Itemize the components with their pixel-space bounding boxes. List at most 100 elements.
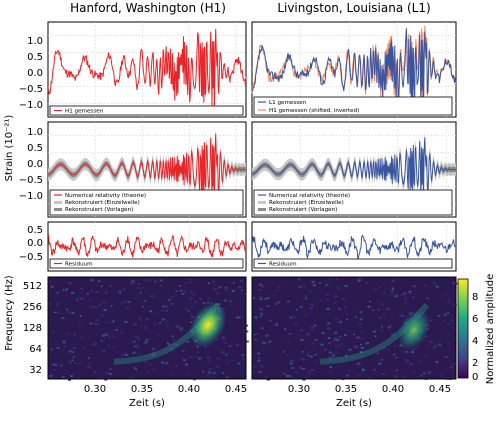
spectrogram-noise-cell (401, 350, 405, 353)
spectrogram-noise-cell (377, 308, 381, 311)
spectrogram-noise-cell (68, 379, 71, 381)
legend-label-nr-l1: Numerical relativity (theorie) (269, 193, 350, 199)
spectrogram-noise-cell (394, 356, 398, 359)
spectrogram-noise-cell (387, 326, 391, 329)
freq-y-ticks: 512 256 128 64 32 (23, 281, 42, 376)
legend-label-recon-template-h1: Rekonstruiert (Vorlagen) (65, 207, 133, 213)
spectrogram-noise-cell (374, 288, 377, 291)
spectrogram-noise-cell (337, 322, 341, 325)
l1-measured-line (251, 28, 457, 112)
spectrogram-noise-cell (50, 285, 54, 288)
spectrogram-noise-cell (402, 375, 405, 378)
spectrogram-noise-cell (68, 350, 72, 353)
spectrogram-noise-cell (109, 284, 113, 287)
spectrogram-noise-cell (121, 354, 124, 357)
spectrogram-noise-cell (190, 305, 194, 308)
spectrogram-speck (232, 282, 235, 284)
legend-top-l1: L1 gemessen H1 gemessen (shifted, invert… (253, 96, 453, 116)
spectrogram-speck (362, 369, 364, 371)
spectrogram-noise-cell (231, 290, 235, 292)
legend-resid-l1: Residuum (253, 258, 453, 269)
xtick-h1-0.30: 0.30 (84, 384, 106, 395)
spectrogram-noise-cell (309, 355, 313, 358)
spectrogram-noise-cell (202, 302, 206, 304)
spectrogram-speck (307, 354, 309, 357)
spectrogram-noise-cell (124, 354, 128, 356)
spectrogram-noise-cell (145, 318, 149, 321)
spectrogram-noise-cell (156, 334, 160, 337)
spectrogram-noise-cell (166, 325, 170, 328)
spectrogram-noise-cell (311, 281, 315, 283)
spectrogram-noise-cell (427, 344, 431, 347)
spectrogram-noise-cell (125, 307, 129, 310)
spectrogram-noise-cell (111, 321, 115, 323)
legend-label-recon-single-l1: Rekonstruiert (Einzelwelle) (269, 200, 344, 206)
ytick-resid-m0.5: −0.5 (19, 252, 43, 263)
spectrogram-noise-cell (443, 319, 446, 322)
spectrogram-noise-cell (169, 347, 173, 350)
spectrogram-noise-cell (67, 311, 71, 314)
spectrogram-noise-cell (336, 339, 340, 342)
spectrogram-noise-cell (337, 307, 341, 310)
spectrogram-noise-cell (108, 372, 112, 375)
spectrogram-speck (139, 292, 142, 294)
spectrogram-noise-cell (299, 306, 303, 309)
spectrogram-noise-cell (80, 287, 84, 290)
colorbar-label: Normalized amplitude (485, 274, 496, 384)
spectrogram-noise-cell (179, 327, 183, 330)
spectrogram-noise-cell (332, 339, 336, 342)
spectrogram-noise-cell (256, 333, 260, 336)
spectrogram-speck (369, 300, 371, 303)
spectrogram-noise-cell (92, 343, 96, 346)
spectrogram-noise-cell (394, 337, 397, 340)
spectrogram-speck (113, 320, 115, 322)
spectrogram-noise-cell (174, 343, 178, 346)
spectrogram-noise-cell (73, 333, 77, 336)
spectrogram-noise-cell (432, 346, 436, 349)
spectrogram-noise-cell (90, 279, 94, 282)
spectrogram-noise-cell (266, 378, 270, 381)
legend-box-resid-l1 (253, 258, 453, 269)
spectrogram-noise-cell (357, 362, 361, 365)
spectrogram-noise-cell (48, 375, 52, 378)
spectrogram-noise-cell (115, 328, 118, 331)
spectrogram-noise-cell (403, 292, 407, 295)
legend-swatch-recon-template-h1 (54, 208, 62, 211)
spectrogram-speck (353, 333, 355, 336)
spectrogram-noise-cell (266, 297, 270, 300)
spectrogram-noise-cell (314, 338, 318, 341)
spectrogram-noise-cell (383, 313, 387, 316)
spectrogram-noise-cell (298, 285, 302, 288)
spectrogram-noise-cell (393, 334, 397, 337)
spectrogram-speck (145, 339, 148, 341)
spectrogram-speck (392, 287, 394, 290)
spectrogram-noise-cell (373, 368, 376, 371)
spectrogram-noise-cell (321, 332, 325, 335)
spectrogram-noise-cell (212, 280, 215, 283)
spectrogram-noise-cell (102, 349, 106, 352)
spectrogram-noise-cell (338, 344, 342, 347)
spectrogram-noise-cell (55, 303, 59, 306)
colorbar-tick-8: 8 (472, 292, 478, 303)
ytick-h1-top-m1.0: −1.0 (19, 100, 43, 111)
spectrogram-noise-cell (332, 354, 335, 357)
spectrogram-noise-cell (78, 362, 82, 365)
spectrogram-noise-cell (365, 282, 368, 285)
spectrogram-noise-cell (427, 371, 431, 374)
waveforms (47, 25, 457, 260)
spectrogram-noise-cell (356, 363, 359, 366)
spectrogram-noise-cell (291, 367, 294, 369)
spectrogram-noise-cell (225, 376, 229, 379)
spectrogram-noise-cell (334, 295, 338, 298)
spectrogram-noise-cell (159, 284, 163, 287)
spectrogram-noise-cell (104, 372, 108, 375)
spectrogram-noise-cell (122, 288, 126, 291)
spectrogram-speck (88, 357, 90, 359)
spectrogram-noise-cell (138, 316, 142, 319)
spectrogram-noise-cell (450, 319, 454, 322)
spectrogram-noise-cell (399, 313, 403, 316)
spectrogram-noise-cell (334, 351, 338, 354)
spectrogram-noise-cell (413, 348, 417, 351)
spectrogram-noise-cell (306, 332, 310, 335)
